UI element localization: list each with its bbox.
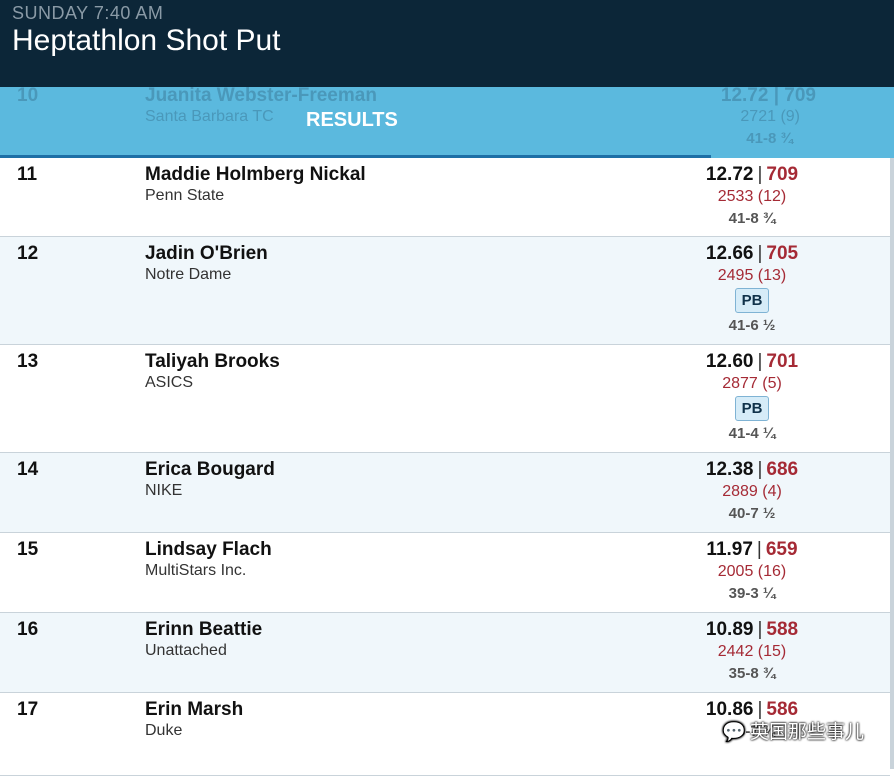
- result-values: 12.38 | 686 2889 (4) 40-7 ½: [672, 459, 832, 525]
- imperial-mark: 35-8 ¾: [728, 665, 776, 682]
- result-values: 11.97 | 659 2005 (16) 39-3 ¼: [672, 539, 832, 605]
- row-rank: 15: [17, 539, 39, 560]
- imperial-mark: 41-6 ½: [728, 317, 776, 334]
- total-score: 2495 (13): [717, 267, 787, 284]
- imperial-mark: 41-8 ¾: [728, 210, 776, 227]
- mark-line: 12.66 | 705: [706, 243, 798, 265]
- athlete-name[interactable]: Erin Marsh: [145, 699, 244, 720]
- separator: |: [757, 459, 763, 480]
- separator: |: [757, 699, 763, 720]
- scrolled-row-rank-10: 10 Juanita Webster-Freeman Santa Barbara…: [0, 87, 894, 158]
- points-value: 705: [766, 243, 799, 264]
- mark-value: 12.66: [705, 243, 754, 264]
- watermark: 💬 英国那些事儿: [722, 722, 864, 743]
- points-value: 701: [766, 351, 799, 372]
- result-row[interactable]: 15 Lindsay Flach MultiStars Inc. 11.97 | 659 2…: [0, 533, 890, 613]
- mark-line: 12.60 | 701: [706, 351, 798, 373]
- row-rank: 16: [17, 619, 39, 640]
- imperial-mark: 41-4 ¼: [728, 425, 776, 442]
- mark-value: 11.97: [706, 539, 753, 560]
- athlete-name[interactable]: Maddie Holmberg Nickal: [145, 164, 366, 185]
- total-score: 2721 (9): [740, 108, 800, 125]
- mark-value: 10.86: [705, 699, 754, 720]
- result-values: 12.60 | 701 2877 (5) PB 41-4 ¼: [672, 351, 832, 445]
- separator: |: [756, 539, 762, 560]
- athlete-name[interactable]: Lindsay Flach: [145, 539, 272, 560]
- separator: |: [757, 164, 763, 185]
- total-score: 2442 (15): [717, 643, 787, 660]
- points-value: 659: [765, 539, 798, 560]
- athlete-team: Unattached: [145, 642, 227, 659]
- athlete-team: ASICS: [145, 374, 194, 391]
- mark-value: 12.72 | 709: [720, 87, 816, 106]
- row-rank: 14: [17, 459, 39, 480]
- separator: |: [757, 243, 763, 264]
- mark-line: 11.97 | 659: [706, 539, 797, 561]
- result-row[interactable]: 16 Erinn Beattie Unattached 10.89 | 588 2442 (…: [0, 613, 890, 693]
- imperial-mark: 35-7 ¾: [728, 723, 776, 740]
- points-value: 709: [766, 164, 799, 185]
- scrollbar-track[interactable]: [890, 158, 894, 769]
- mark-value: 12.72: [705, 164, 754, 185]
- points-value: 588: [766, 619, 799, 640]
- athlete-team: Santa Barbara TC: [145, 108, 274, 125]
- mark-value: 10.89: [705, 619, 754, 640]
- mark-line: 12.72 | 709: [706, 164, 798, 186]
- chat-bubble-icon: 💬: [722, 722, 746, 743]
- athlete-name: Juanita Webster-Freeman: [145, 87, 377, 106]
- athlete-team: NIKE: [145, 482, 183, 499]
- result-row[interactable]: 13 Taliyah Brooks ASICS 12.60 | 701 2877 (5) PB…: [0, 345, 890, 453]
- page-title: Heptathlon Shot Put: [12, 24, 281, 57]
- event-day-time: SUNDAY 7:40 AM: [12, 3, 164, 23]
- result-row[interactable]: 11 Maddie Holmberg Nickal Penn State 12.72 |…: [0, 158, 890, 237]
- result-values: 12.66 | 705 2495 (13) PB 41-6 ½: [672, 243, 832, 337]
- athlete-team: Notre Dame: [145, 266, 232, 283]
- imperial-mark: 41-8 ¾: [746, 130, 793, 147]
- athlete-name[interactable]: Erica Bougard: [145, 459, 275, 480]
- athlete-name[interactable]: Taliyah Brooks: [145, 351, 280, 372]
- athlete-team: MultiStars Inc.: [145, 562, 247, 579]
- row-rank: 17: [17, 699, 39, 720]
- mark-line: 10.89 | 588: [706, 619, 798, 641]
- separator: |: [757, 619, 763, 640]
- result-values: 10.89 | 588 2442 (15) 35-8 ¾: [672, 619, 832, 685]
- result-values: 12.72 | 709 2533 (12) 41-8 ¾: [672, 164, 832, 230]
- athlete-name[interactable]: Jadin O'Brien: [145, 243, 268, 264]
- total-score: 2877 (5): [722, 375, 782, 392]
- total-score: 2533 (12): [717, 188, 787, 205]
- mark-line: 10.86 | 586: [706, 699, 798, 721]
- result-values: 10.86 | 586 35-7 ¾: [672, 699, 832, 743]
- pb-badge: PB: [734, 396, 770, 421]
- tab-results[interactable]: RESULTS: [306, 109, 398, 131]
- mark-line: 12.38 | 686: [706, 459, 798, 481]
- result-row[interactable]: 17 Erin Marsh Duke 10.86 | 586 35-7 ¾: [0, 693, 890, 776]
- total-score: 2005 (16): [717, 563, 787, 580]
- row-rank: 10: [17, 87, 39, 106]
- app-header: SUNDAY 7:40 AM Heptathlon Shot Put: [0, 0, 894, 87]
- tab-bar: 10 Juanita Webster-Freeman Santa Barbara…: [0, 87, 894, 158]
- row-rank: 12: [17, 243, 39, 264]
- athlete-name[interactable]: Erinn Beattie: [145, 619, 263, 640]
- imperial-mark: 40-7 ½: [728, 505, 776, 522]
- athlete-team: Penn State: [145, 187, 225, 204]
- mark-value: 12.60: [705, 351, 754, 372]
- results-list: 11 Maddie Holmberg Nickal Penn State 12.72 |…: [0, 158, 890, 776]
- row-rank: 13: [17, 351, 39, 372]
- result-row[interactable]: 14 Erica Bougard NIKE 12.38 | 686 2889 (4) 40-7…: [0, 453, 890, 533]
- pb-badge: PB: [734, 288, 770, 313]
- points-value: 686: [766, 459, 799, 480]
- athlete-team: Duke: [145, 722, 183, 739]
- separator: |: [757, 351, 763, 372]
- total-score: 2889 (4): [722, 483, 782, 500]
- mark-value: 12.38: [705, 459, 754, 480]
- result-row[interactable]: 12 Jadin O'Brien Notre Dame 12.66 | 705 2495 (…: [0, 237, 890, 345]
- imperial-mark: 39-3 ¼: [728, 585, 776, 602]
- active-tab-indicator: [0, 155, 711, 158]
- points-value: 586: [766, 699, 799, 720]
- row-rank: 11: [17, 164, 38, 185]
